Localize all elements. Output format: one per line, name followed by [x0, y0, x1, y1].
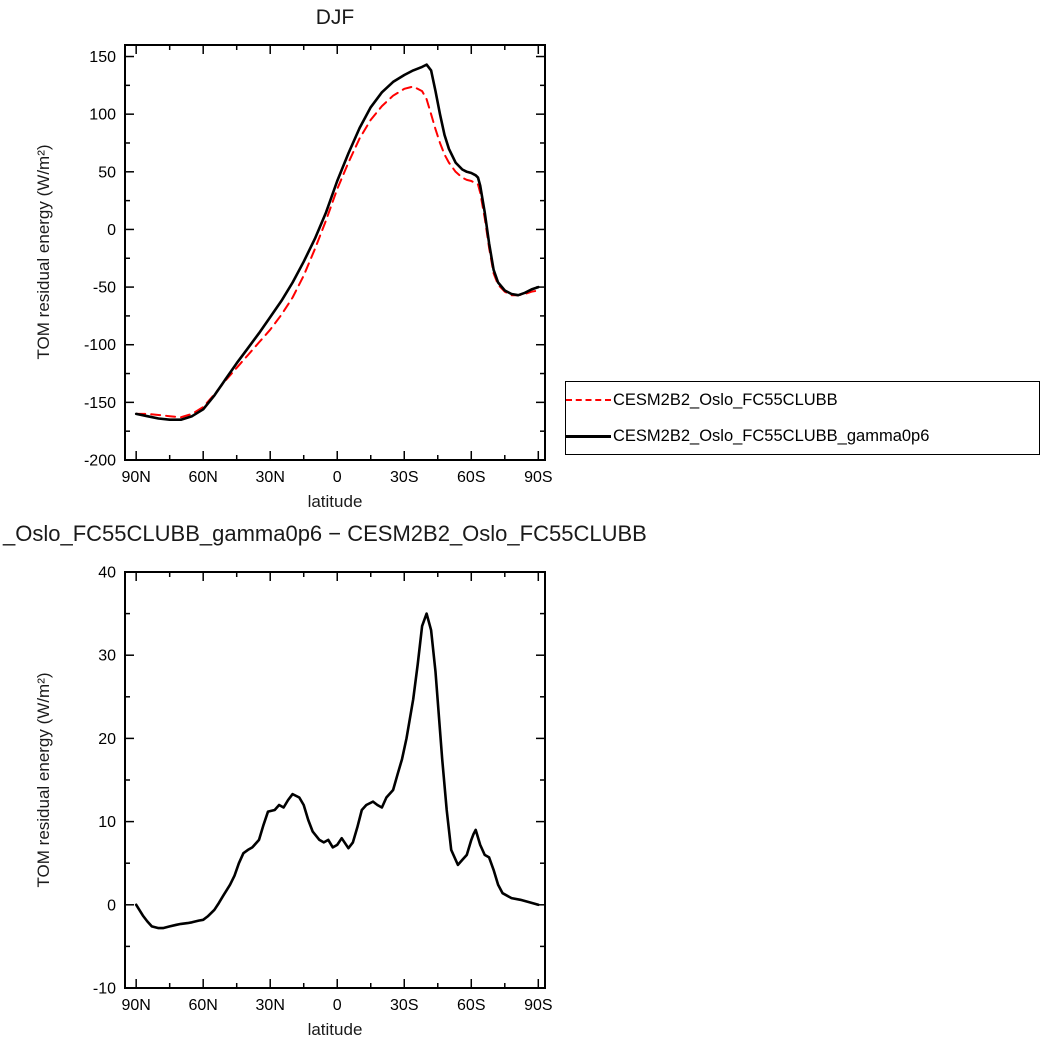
- top-chart-y-axis-label: TOM residual energy (W/m²): [34, 144, 53, 360]
- x-tick-label: 60N: [189, 469, 218, 486]
- legend-label: CESM2B2_Oslo_FC55CLUBB_gamma0p6: [613, 426, 930, 445]
- x-tick-label: 60N: [189, 997, 218, 1014]
- y-tick-label: 0: [107, 222, 116, 239]
- legend-item-gamma0p6: CESM2B2_Oslo_FC55CLUBB_gamma0p6: [566, 418, 1039, 454]
- legend-item-control: CESM2B2_Oslo_FC55CLUBB: [566, 382, 1039, 418]
- y-tick-label: 150: [89, 49, 116, 66]
- x-tick-label: 60S: [457, 469, 485, 486]
- y-tick-label: 40: [98, 565, 116, 582]
- chart-1: 90N 60N 30N 0 30S 60S 90S -10 0 10 20 30 40: [93, 565, 553, 1015]
- x-tick-label: 90S: [524, 997, 552, 1014]
- series-line: [135, 85, 540, 419]
- y-tick-label: 100: [89, 107, 116, 124]
- y-tick-label: 10: [98, 814, 116, 831]
- y-tick-label: -200: [84, 453, 116, 470]
- y-tick-label: 50: [98, 164, 116, 181]
- plot-frame: [124, 571, 546, 989]
- red-dashed-line-sample: [566, 399, 611, 401]
- x-tick-label: 90N: [121, 997, 150, 1014]
- legend-label: CESM2B2_Oslo_FC55CLUBB: [613, 390, 838, 409]
- series-line: [134, 63, 540, 422]
- series-line: [134, 612, 540, 930]
- x-tick-label: 90S: [524, 469, 552, 486]
- x-tick-label: 90N: [121, 469, 150, 486]
- x-tick-label: 0: [333, 469, 342, 486]
- bottom-chart-title: _Oslo_FC55CLUBB_gamma0p6 − CESM2B2_Oslo_…: [3, 521, 647, 546]
- y-tick-label: 20: [98, 731, 116, 748]
- y-tick-label: 30: [98, 648, 116, 665]
- plot-frame: [124, 44, 546, 461]
- x-tick-label: 30N: [256, 997, 285, 1014]
- black-solid-line-sample: [566, 434, 611, 438]
- y-tick-label: -50: [93, 280, 116, 297]
- y-tick-label: -10: [93, 981, 116, 998]
- bottom-chart-y-axis-label: TOM residual energy (W/m²): [34, 672, 53, 888]
- x-tick-label: 0: [333, 997, 342, 1014]
- x-tick-label: 30S: [390, 997, 418, 1014]
- y-tick-label: -150: [84, 395, 116, 412]
- chart-0: 90N 60N 30N 0 30S 60S 90S -200 -150 -100 -50 0 50 100…: [84, 44, 553, 486]
- top-chart-title: DJF: [315, 6, 355, 29]
- legend: CESM2B2_Oslo_FC55CLUBB CESM2B2_Oslo_FC55…: [565, 381, 1040, 455]
- bottom-chart-x-axis-label: latitude: [307, 1020, 363, 1039]
- top-chart-x-axis-label: latitude: [307, 492, 363, 511]
- x-tick-label: 30S: [390, 469, 418, 486]
- x-tick-label: 30N: [256, 469, 285, 486]
- y-tick-label: -100: [84, 337, 116, 354]
- x-tick-label: 60S: [457, 997, 485, 1014]
- y-tick-label: 0: [107, 897, 116, 914]
